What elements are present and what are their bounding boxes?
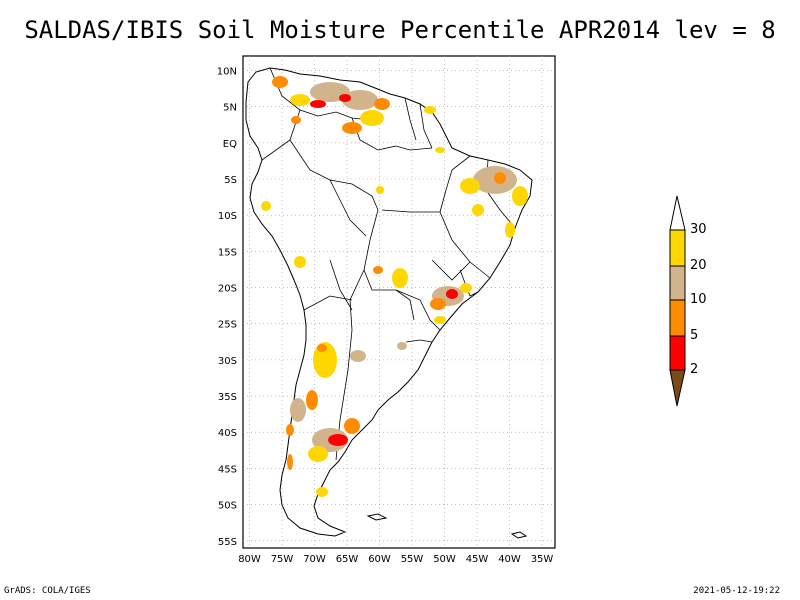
lon-tick-label: 70W [303, 554, 326, 565]
lat-tick-label: 40S [218, 428, 237, 439]
lat-tick-label: 25S [218, 320, 237, 331]
map-frame [242, 55, 556, 549]
lon-tick-label: 80W [238, 554, 261, 565]
colorbar-label-20: 20 [690, 258, 707, 273]
lat-tick-label: 30S [218, 356, 237, 367]
colorbar-label-2: 2 [690, 362, 699, 377]
lat-tick-label: EQ [223, 139, 237, 150]
footer-timestamp: 2021-05-12-19:22 [693, 586, 780, 596]
colorbar-below-2 [669, 369, 686, 407]
lat-tick-label: 55S [218, 537, 237, 548]
lat-tick-label: 50S [218, 501, 237, 512]
lat-tick-label: 5N [223, 103, 237, 114]
colorbar [669, 195, 686, 407]
colorbar-2-5 [669, 335, 686, 371]
axis-ticks: 10N 5N EQ 5S 10S 15S 20S 25S 30S 35S 40S 45S 50S 55S8… [217, 66, 554, 565]
lat-tick-label: 15S [218, 247, 237, 258]
colorbar-label-30: 30 [690, 222, 707, 237]
colorbar-5-10 [669, 299, 686, 337]
lon-tick-label: 65W [336, 554, 359, 565]
gridlines [243, 56, 555, 548]
lon-tick-label: 75W [271, 554, 294, 565]
country-borders [261, 67, 516, 461]
footer-credit: GrADS: COLA/IGES [4, 586, 91, 596]
lat-tick-label: 35S [218, 392, 237, 403]
continent-outline [245, 67, 533, 537]
lon-tick-label: 50W [433, 554, 456, 565]
lon-tick-label: 60W [368, 554, 391, 565]
lon-tick-label: 35W [531, 554, 554, 565]
lon-tick-label: 45W [466, 554, 489, 565]
lon-tick-label: 40W [498, 554, 521, 565]
colorbar-above-30 [669, 195, 686, 231]
lat-tick-label: 5S [224, 175, 237, 186]
colorbar-20-30 [669, 229, 686, 267]
lat-tick-label: 10N [217, 66, 237, 77]
colorbar-label-5: 5 [690, 328, 699, 343]
colorbar-10-20 [669, 265, 686, 301]
anomaly-patches [261, 76, 528, 497]
islands [366, 513, 528, 539]
lon-tick-label: 55W [401, 554, 424, 565]
colorbar-label-10: 10 [690, 292, 707, 307]
lat-tick-label: 10S [218, 211, 237, 222]
map-title: SALDAS/IBIS Soil Moisture Percentile APR… [24, 16, 776, 44]
lat-tick-label: 45S [218, 464, 237, 475]
lat-tick-label: 20S [218, 284, 237, 295]
